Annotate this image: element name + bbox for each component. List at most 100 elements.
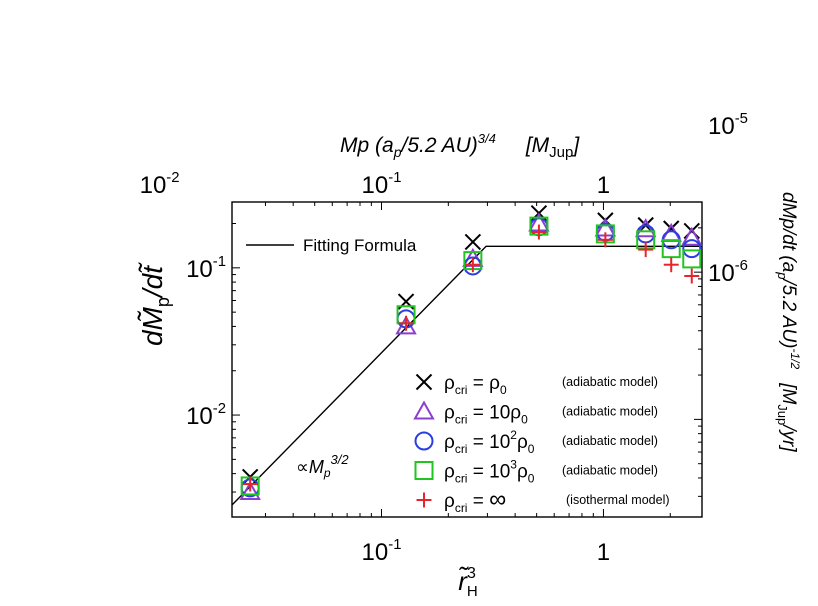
legend-rho-right: ρ: [489, 373, 500, 394]
top-title-b: p: [393, 144, 402, 160]
data-point: [239, 480, 261, 501]
legend-rho-sub: cri: [455, 383, 468, 397]
data-point: [634, 218, 657, 238]
legend-marker: [413, 400, 435, 420]
legend-label: ρcri = ∞: [444, 486, 506, 515]
right-title-b: p: [775, 271, 790, 279]
x-tick-label-base: 1: [597, 539, 610, 566]
data-point: [597, 232, 613, 248]
legend-coef: ∞: [489, 486, 506, 513]
legend-eq: =: [467, 432, 489, 453]
x-axis-title-sub: H: [467, 583, 478, 600]
top-tick-label: 1: [597, 172, 610, 199]
top-tick-label-base: 10: [140, 172, 167, 199]
legend-coef: 10: [489, 432, 510, 453]
top-title-a: Mp (a: [340, 134, 394, 157]
data-point: [682, 239, 702, 259]
legend-rho-right-sub: 0: [528, 472, 535, 486]
y-axis-title-a: dM̃: [137, 306, 168, 346]
legend-coef: 10: [489, 462, 510, 483]
data-point: [681, 226, 703, 246]
right-tick-label: 10-5: [708, 111, 748, 140]
right-tick-label-base: 10: [708, 260, 735, 287]
legend-rho: ρ: [444, 403, 455, 424]
x-axis-title-base: r̃: [458, 566, 469, 596]
legend-rho-right: ρ: [510, 403, 521, 424]
y-tick-label-exp: -1: [213, 254, 226, 270]
legend-model-text: (adiabatic model): [562, 434, 658, 448]
series-circle: [240, 217, 702, 498]
legend-marker: [414, 431, 434, 451]
data-point: [684, 268, 700, 284]
y-tick-label-base: 10: [186, 256, 213, 283]
legend-marker: [414, 461, 434, 480]
data-point: [661, 239, 681, 259]
axes: [232, 202, 702, 517]
plot-frame: [231, 201, 703, 518]
legend-marker: [416, 492, 432, 508]
data-markers: [239, 204, 703, 501]
legend-eq: =: [467, 373, 489, 394]
top-title-g: ]: [571, 134, 580, 157]
top-axis-title: Mp (ap/5.2 AU)3/4 [MJup]: [340, 131, 580, 161]
legend-item: ρcri = 103ρ0 (adiabatic model): [414, 458, 658, 486]
top-title-d: 3/4: [478, 131, 496, 146]
legend-item: ρcri = ∞ (isothermal model): [416, 486, 670, 515]
legend-model-text: (isothermal model): [566, 493, 670, 507]
legend-rho-right: ρ: [517, 462, 528, 483]
right-title-c: /5.2 AU): [778, 278, 799, 349]
data-point: [242, 476, 258, 492]
legend-rho: ρ: [444, 373, 455, 394]
legend-model-text: (adiabatic model): [562, 375, 658, 389]
right-tick-label-base: 10: [708, 113, 735, 140]
top-tick-label: 10-2: [140, 170, 180, 199]
x-tick-label-base: 10: [362, 539, 389, 566]
data-point: [682, 249, 702, 269]
legend-model: (adiabatic model): [562, 375, 658, 389]
legend-coef-sup: 2: [510, 428, 517, 442]
legend-label: ρcri = 103ρ0: [444, 458, 535, 486]
legend-rho-sub: cri: [455, 442, 468, 456]
legend-rho-right: ρ: [517, 432, 528, 453]
top-tick-label-exp: -2: [166, 170, 179, 186]
x-tick-label-exp: -1: [388, 537, 401, 553]
slope-symbol: M: [309, 457, 324, 477]
data-point: [636, 224, 656, 244]
top-tick-label-base: 1: [597, 172, 610, 199]
top-tick-label-base: 10: [362, 172, 389, 199]
top-title-c: /5.2 AU): [399, 134, 477, 157]
legend-coef: 10: [489, 403, 510, 424]
legend-item: ρcri = 102ρ0(adiabatic model): [414, 428, 658, 456]
legend-rho: ρ: [444, 462, 455, 483]
legend-eq: =: [467, 491, 489, 512]
axis-labels: 10-1 110-210-110-2 10-1 110-510-6r̃3 HdM̃p/d…: [137, 111, 802, 600]
legend-rho: ρ: [444, 491, 455, 512]
top-title-f: Jup: [549, 144, 573, 161]
right-tick-label-exp: -5: [735, 111, 748, 127]
y-tick-label: 10-2: [186, 401, 226, 430]
right-axis-title: dMp/dt (ap/5.2 AU)-1/2 [MJup/yr]: [775, 192, 802, 452]
right-title-a: dMp/dt (a: [778, 192, 799, 272]
series-plus: [242, 224, 700, 492]
x-tick-label: 10-1: [362, 537, 402, 566]
right-tick-label: 10-6: [708, 258, 748, 287]
slope-annotation: ∝Mp3/2: [296, 452, 349, 480]
legend-model: (adiabatic model): [562, 464, 658, 478]
legend-rho: ρ: [444, 432, 455, 453]
x-axis-title: r̃3 H: [458, 565, 477, 600]
data-point: [531, 224, 547, 240]
legend-marker-stroke-b: [415, 373, 433, 391]
fit-layer: Fitting Formula ∝Mp3/2: [231, 236, 702, 506]
data-point-stroke-b: [464, 233, 482, 251]
legend-rho-sub: cri: [455, 472, 468, 486]
slope-sub: p: [323, 466, 331, 480]
right-title-e: [M: [778, 382, 799, 404]
data-point: [663, 257, 679, 273]
data-point: [465, 257, 481, 273]
slope-prefix: ∝: [296, 457, 309, 477]
legend-rho-right-sub: 0: [528, 442, 535, 456]
y-tick-label: 10-1: [186, 254, 226, 283]
fit-legend-label: Fitting Formula: [303, 236, 417, 255]
legend-model: (adiabatic model): [562, 405, 658, 419]
legend-rho-sub: cri: [455, 413, 468, 427]
